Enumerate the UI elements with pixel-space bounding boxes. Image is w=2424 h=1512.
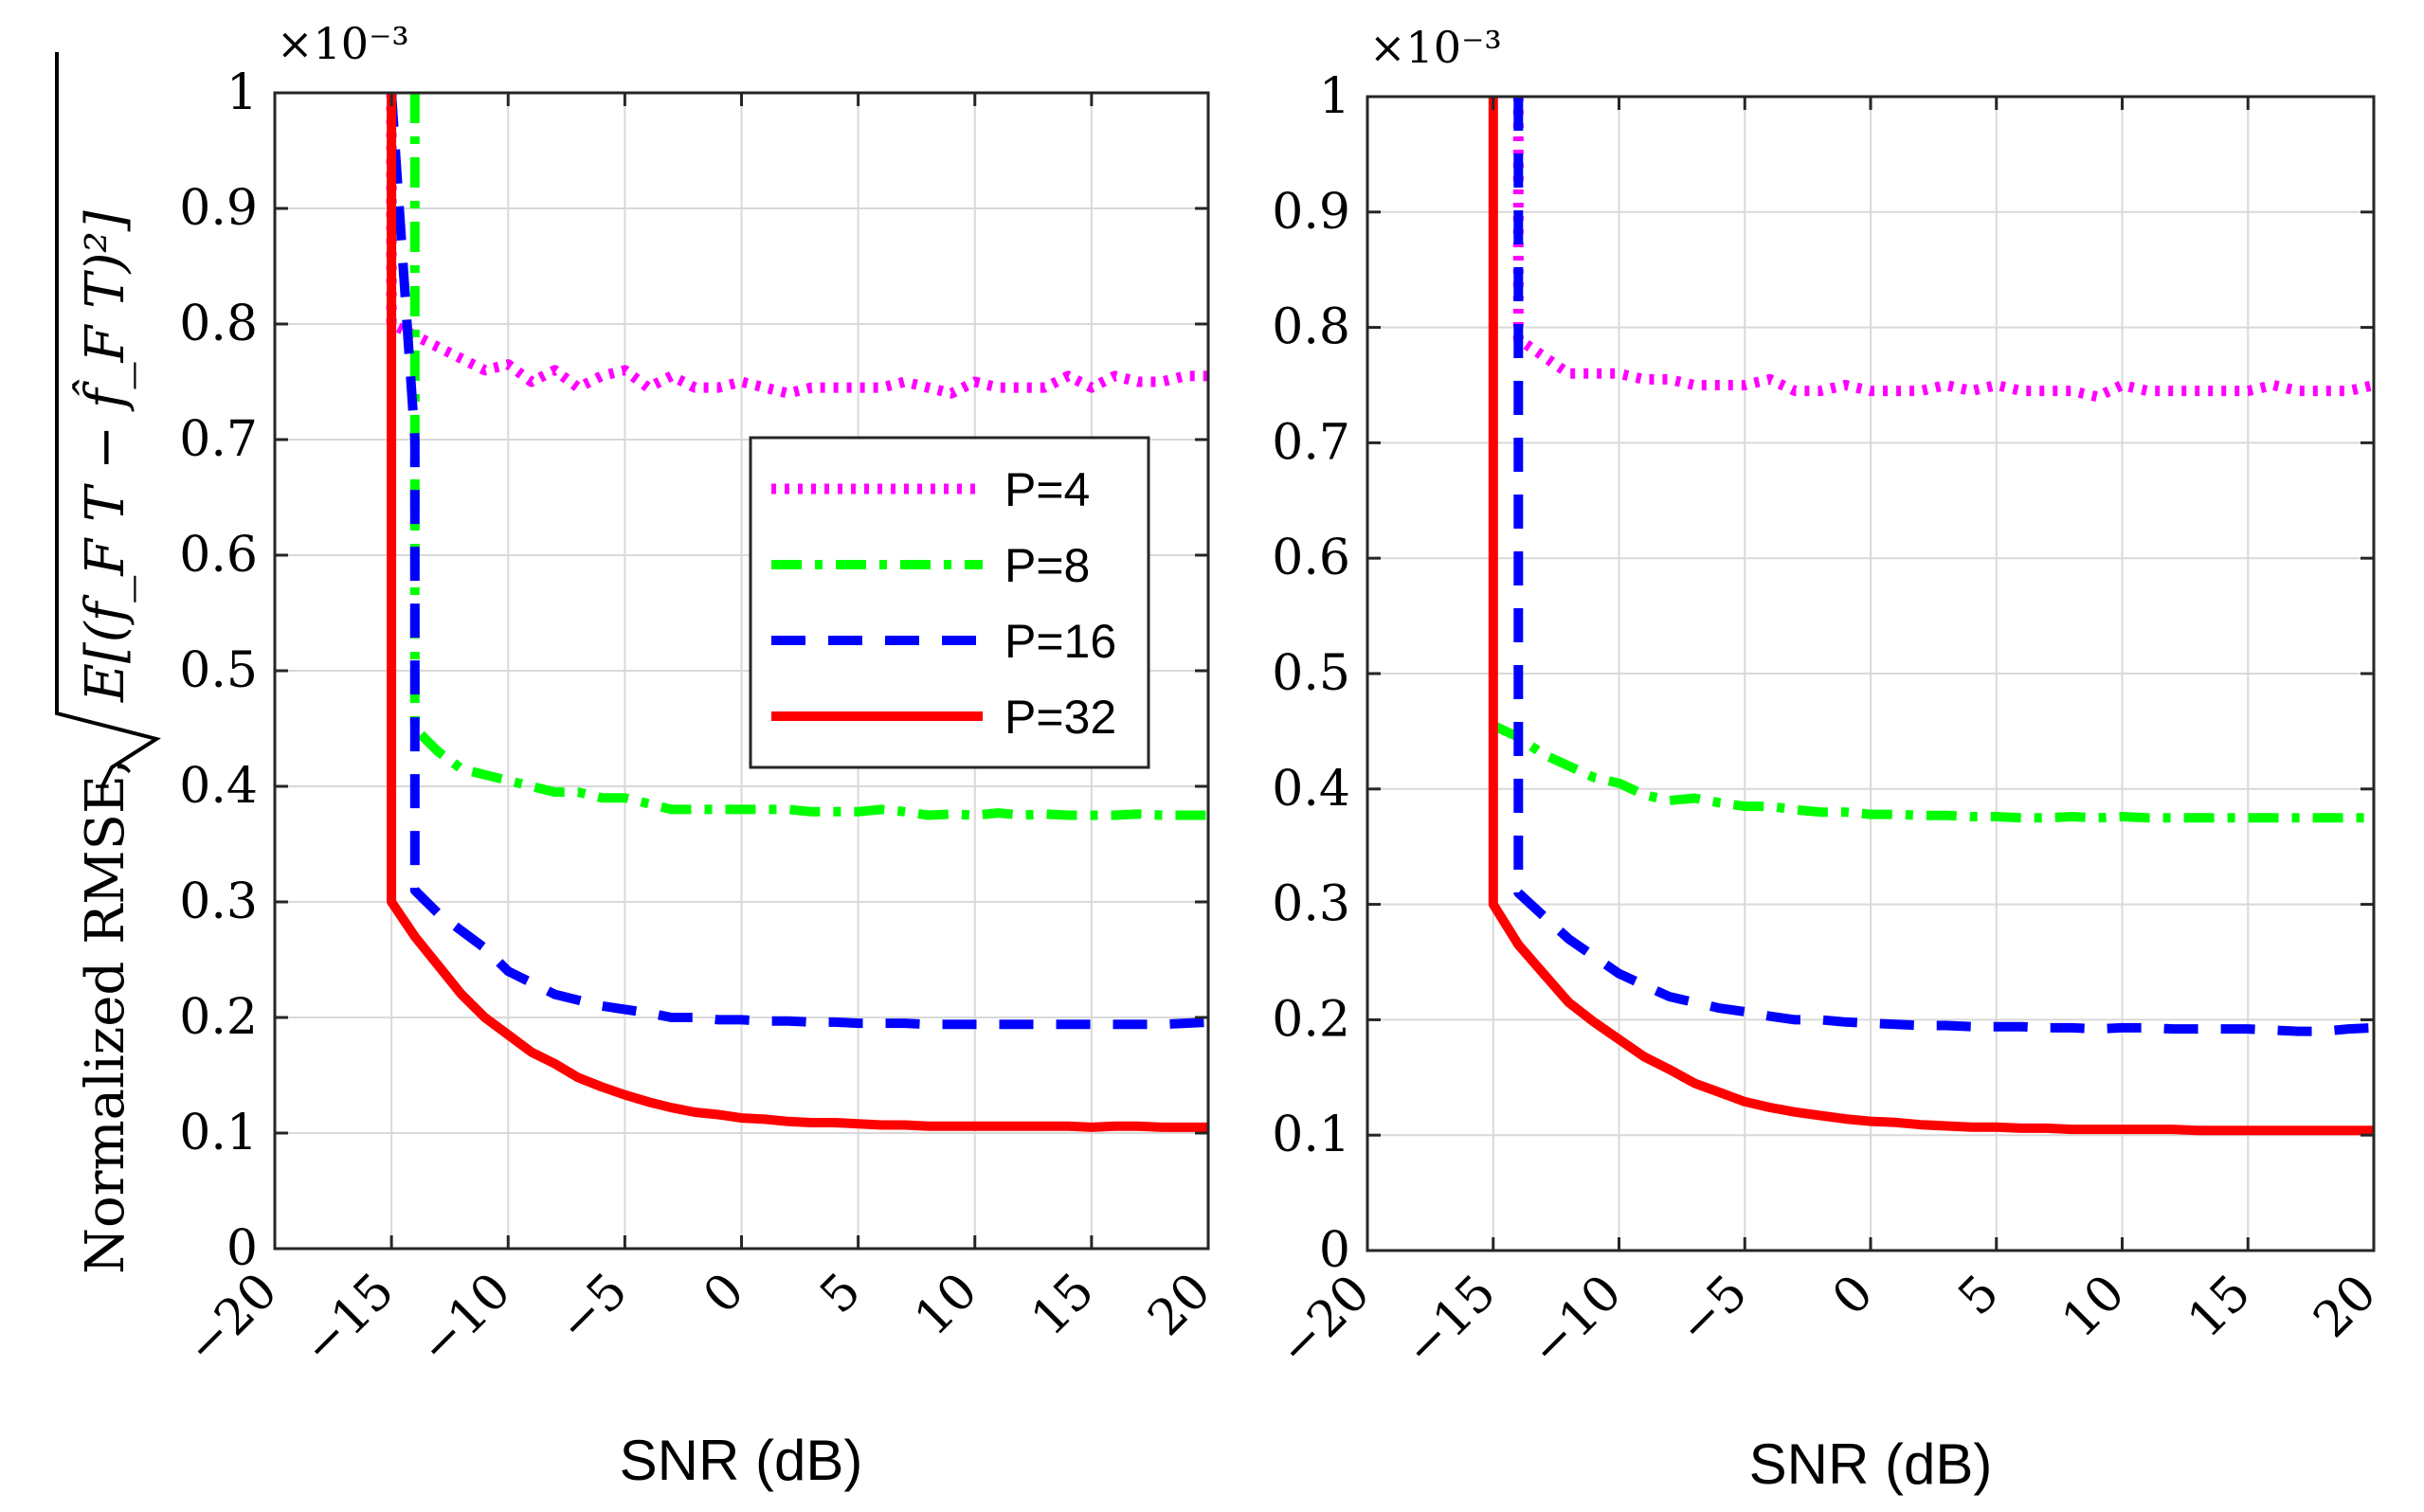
y-axis-title: Normalized RMSE, E[(f_F T − f̂_F T)²]	[55, 52, 161, 1274]
panel-right: −20 −15 −10 −5 0 5 10 15 20 00.10.20.30.40.50.60…	[1267, 22, 2387, 1496]
y-tick-label: 0.9	[1272, 184, 1350, 241]
x-tick-label: −20	[1267, 1265, 1381, 1378]
y-tick-label: 1	[226, 64, 258, 121]
series-line-p4	[386, 93, 1208, 399]
series-line-p4	[1512, 97, 2376, 403]
legend-label: P=32	[1004, 691, 1116, 744]
x-axis-title-left: SNR (dB)	[620, 1429, 863, 1492]
y-tick-label: 0.5	[179, 642, 258, 699]
x-tick-label: −10	[408, 1263, 522, 1377]
y-tick-label: 0	[1319, 1222, 1350, 1279]
y-tick-label: 0.4	[1272, 761, 1350, 818]
x-tick-label: 20	[1137, 1263, 1221, 1347]
x-tick-label: 5	[1947, 1265, 2010, 1327]
series-line-p8	[1491, 721, 2374, 823]
series-group-left	[386, 92, 1209, 1132]
legend: P=4 P=8 P=16 P=32	[749, 436, 1150, 769]
y-exponent-label-right: ×10⁻³	[1369, 22, 1502, 73]
legend-label: P=8	[1004, 539, 1090, 592]
legend-label: P=4	[1004, 463, 1090, 516]
series-line-p32	[1488, 97, 2374, 1136]
x-tick-label: −5	[547, 1263, 639, 1355]
y-tick-label: 0.3	[1272, 876, 1350, 933]
y-tick-label: 1	[1319, 68, 1350, 125]
legend-label: P=16	[1004, 615, 1116, 668]
x-tick-label: 10	[904, 1263, 988, 1347]
panel-left: −20 −15 −10 −5 0 5 10 15 20 00.10.20.30.40.50.60…	[55, 18, 1221, 1492]
x-tick-label: −5	[1667, 1265, 1759, 1357]
y-tick-label: 0.3	[179, 873, 258, 930]
y-tick-label: 0.6	[1272, 530, 1350, 586]
y-axis-title-prefix: Normalized RMSE,	[75, 758, 136, 1274]
series-group-right	[1488, 97, 2376, 1136]
y-tick-label: 0.1	[179, 1105, 258, 1161]
y-tick-label: 0.7	[1272, 414, 1350, 471]
x-tick-label: −15	[1393, 1265, 1507, 1378]
series-line-p16	[1513, 97, 2375, 1036]
y-tick-label: 0	[226, 1220, 258, 1277]
series-line-p16	[387, 92, 1209, 1030]
x-axis-title-right: SNR (dB)	[1749, 1432, 1993, 1496]
y-tick-label: 0.2	[1272, 991, 1350, 1048]
y-tick-label: 0.6	[179, 527, 258, 584]
y-tick-label: 0.4	[179, 758, 258, 815]
series-line-p8	[409, 93, 1208, 820]
x-tick-label: 15	[1021, 1263, 1105, 1347]
y-tick-label: 0.8	[1272, 299, 1350, 356]
x-tick-label: 0	[693, 1263, 755, 1325]
y-tick-label: 0.1	[1272, 1107, 1350, 1163]
series-line-p32	[387, 93, 1208, 1132]
x-tick-label: 20	[2303, 1265, 2387, 1349]
y-tick-label: 0.2	[179, 989, 258, 1046]
y-exponent-label-left: ×10⁻³	[277, 18, 409, 69]
x-tick-label: −15	[292, 1263, 406, 1377]
y-tick-label: 0.9	[179, 180, 258, 237]
x-tick-label: 5	[809, 1263, 872, 1325]
sqrt-symbol	[55, 52, 161, 787]
x-tick-label: 10	[2052, 1265, 2136, 1349]
y-tick-label: 0.5	[1272, 645, 1350, 702]
x-tick-label: 0	[1822, 1265, 1885, 1327]
y-ticks-right: 0 0.1 0.2 0.3 0.4 0.5 0.6 0.7 0.8 0.9 1	[1272, 68, 2374, 1279]
x-tick-label: 15	[2178, 1265, 2262, 1349]
y-tick-label: 0.7	[179, 411, 258, 468]
y-tick-label: 0.8	[179, 296, 258, 352]
x-tick-label: −20	[174, 1263, 288, 1377]
y-axis-title-math: E[(f_F T − f̂_F T)²]	[71, 210, 136, 703]
y-ticks-left: 0 0.1 0.2 0.3 0.4 0.5 0.6 0.7 0.8 0.9 1	[179, 64, 1208, 1277]
x-tick-label: −10	[1519, 1265, 1633, 1378]
